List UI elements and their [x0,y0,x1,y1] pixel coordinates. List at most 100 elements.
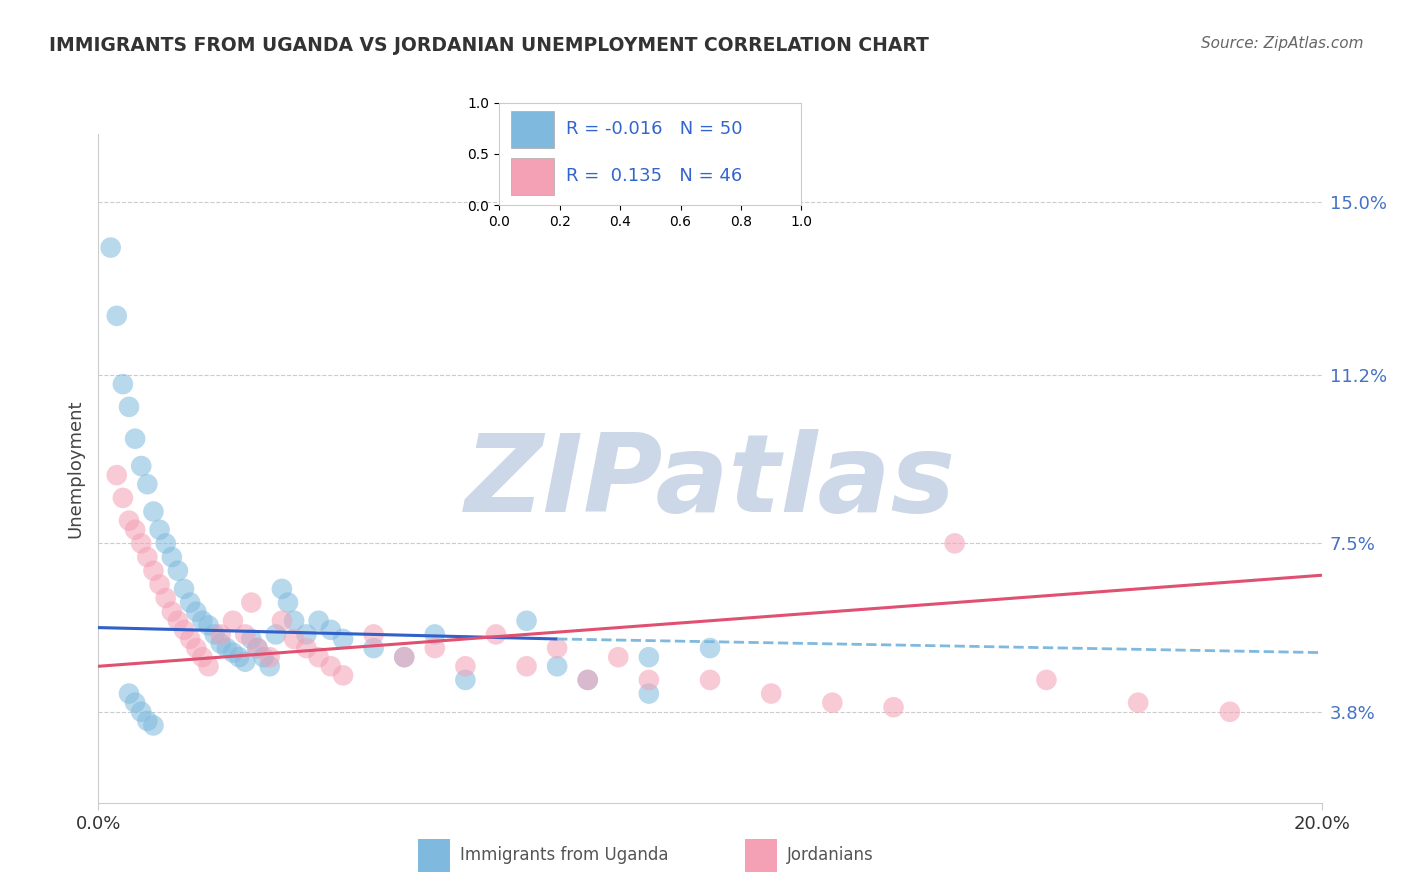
Point [264,627,287,641]
Point [186,641,208,656]
Point [155,591,177,605]
Point [136,714,159,728]
Point [319,659,342,673]
Point [423,641,446,656]
Point [423,627,446,641]
Point [111,491,134,505]
Point [259,650,281,665]
Point [160,605,183,619]
Point [454,659,477,673]
Point [485,627,508,641]
Point [209,627,232,641]
Point [761,687,783,701]
Point [197,659,219,673]
Point [111,377,134,392]
Point [222,646,245,660]
Point [209,636,232,650]
Point [277,596,299,610]
Point [149,523,172,537]
Point [197,618,219,632]
Point [233,627,256,641]
Point [546,641,568,656]
Point [392,650,416,665]
Point [295,627,318,641]
Point [607,650,630,665]
Point [699,641,721,656]
Text: R =  0.135   N = 46: R = 0.135 N = 46 [565,168,742,186]
Point [142,504,165,518]
Point [319,623,342,637]
Point [546,659,568,673]
Point [124,523,146,537]
Point [576,673,599,687]
Point [136,549,159,564]
Point [246,641,269,656]
Point [118,687,141,701]
Point [124,696,146,710]
Point [215,641,238,656]
FancyBboxPatch shape [512,158,554,194]
Point [252,650,274,665]
Point [270,582,294,596]
FancyBboxPatch shape [512,111,554,148]
Point [118,400,141,414]
Point [160,549,183,564]
Point [943,536,966,550]
Point [283,614,305,628]
Point [638,650,661,665]
Point [191,614,214,628]
Text: R = -0.016   N = 50: R = -0.016 N = 50 [565,120,742,138]
Y-axis label: Unemployment: Unemployment [66,399,84,538]
Point [699,673,721,687]
Point [136,477,159,491]
Point [142,718,165,732]
Point [129,536,152,550]
Point [246,641,269,656]
Point [363,627,385,641]
Point [100,241,122,255]
Point [149,577,172,591]
Point [821,696,844,710]
Point [308,614,330,628]
Point [283,632,305,646]
Text: Source: ZipAtlas.com: Source: ZipAtlas.com [1201,36,1364,51]
Point [308,650,330,665]
Point [295,641,318,656]
Point [173,582,195,596]
Point [363,641,385,656]
FancyBboxPatch shape [419,839,450,872]
Point [270,614,294,628]
Point [155,536,177,550]
Point [638,673,661,687]
Point [332,668,354,682]
Text: IMMIGRANTS FROM UGANDA VS JORDANIAN UNEMPLOYMENT CORRELATION CHART: IMMIGRANTS FROM UGANDA VS JORDANIAN UNEM… [49,36,929,54]
Point [454,673,477,687]
Point [576,673,599,687]
Point [142,564,165,578]
Point [186,605,208,619]
Point [240,632,263,646]
Point [179,632,201,646]
Point [129,458,152,473]
Point [124,432,146,446]
Point [240,596,263,610]
Point [105,468,128,483]
Point [105,309,128,323]
Point [167,564,190,578]
Point [1035,673,1057,687]
Point [179,596,201,610]
Point [173,623,195,637]
Text: ZIPatlas: ZIPatlas [464,429,956,534]
Point [191,650,214,665]
Point [516,614,538,628]
FancyBboxPatch shape [745,839,778,872]
Point [259,659,281,673]
Point [332,632,354,646]
Point [167,614,190,628]
Text: Jordanians: Jordanians [787,847,875,864]
Point [118,514,141,528]
Point [392,650,416,665]
Point [233,655,256,669]
Point [228,650,250,665]
Point [129,705,152,719]
